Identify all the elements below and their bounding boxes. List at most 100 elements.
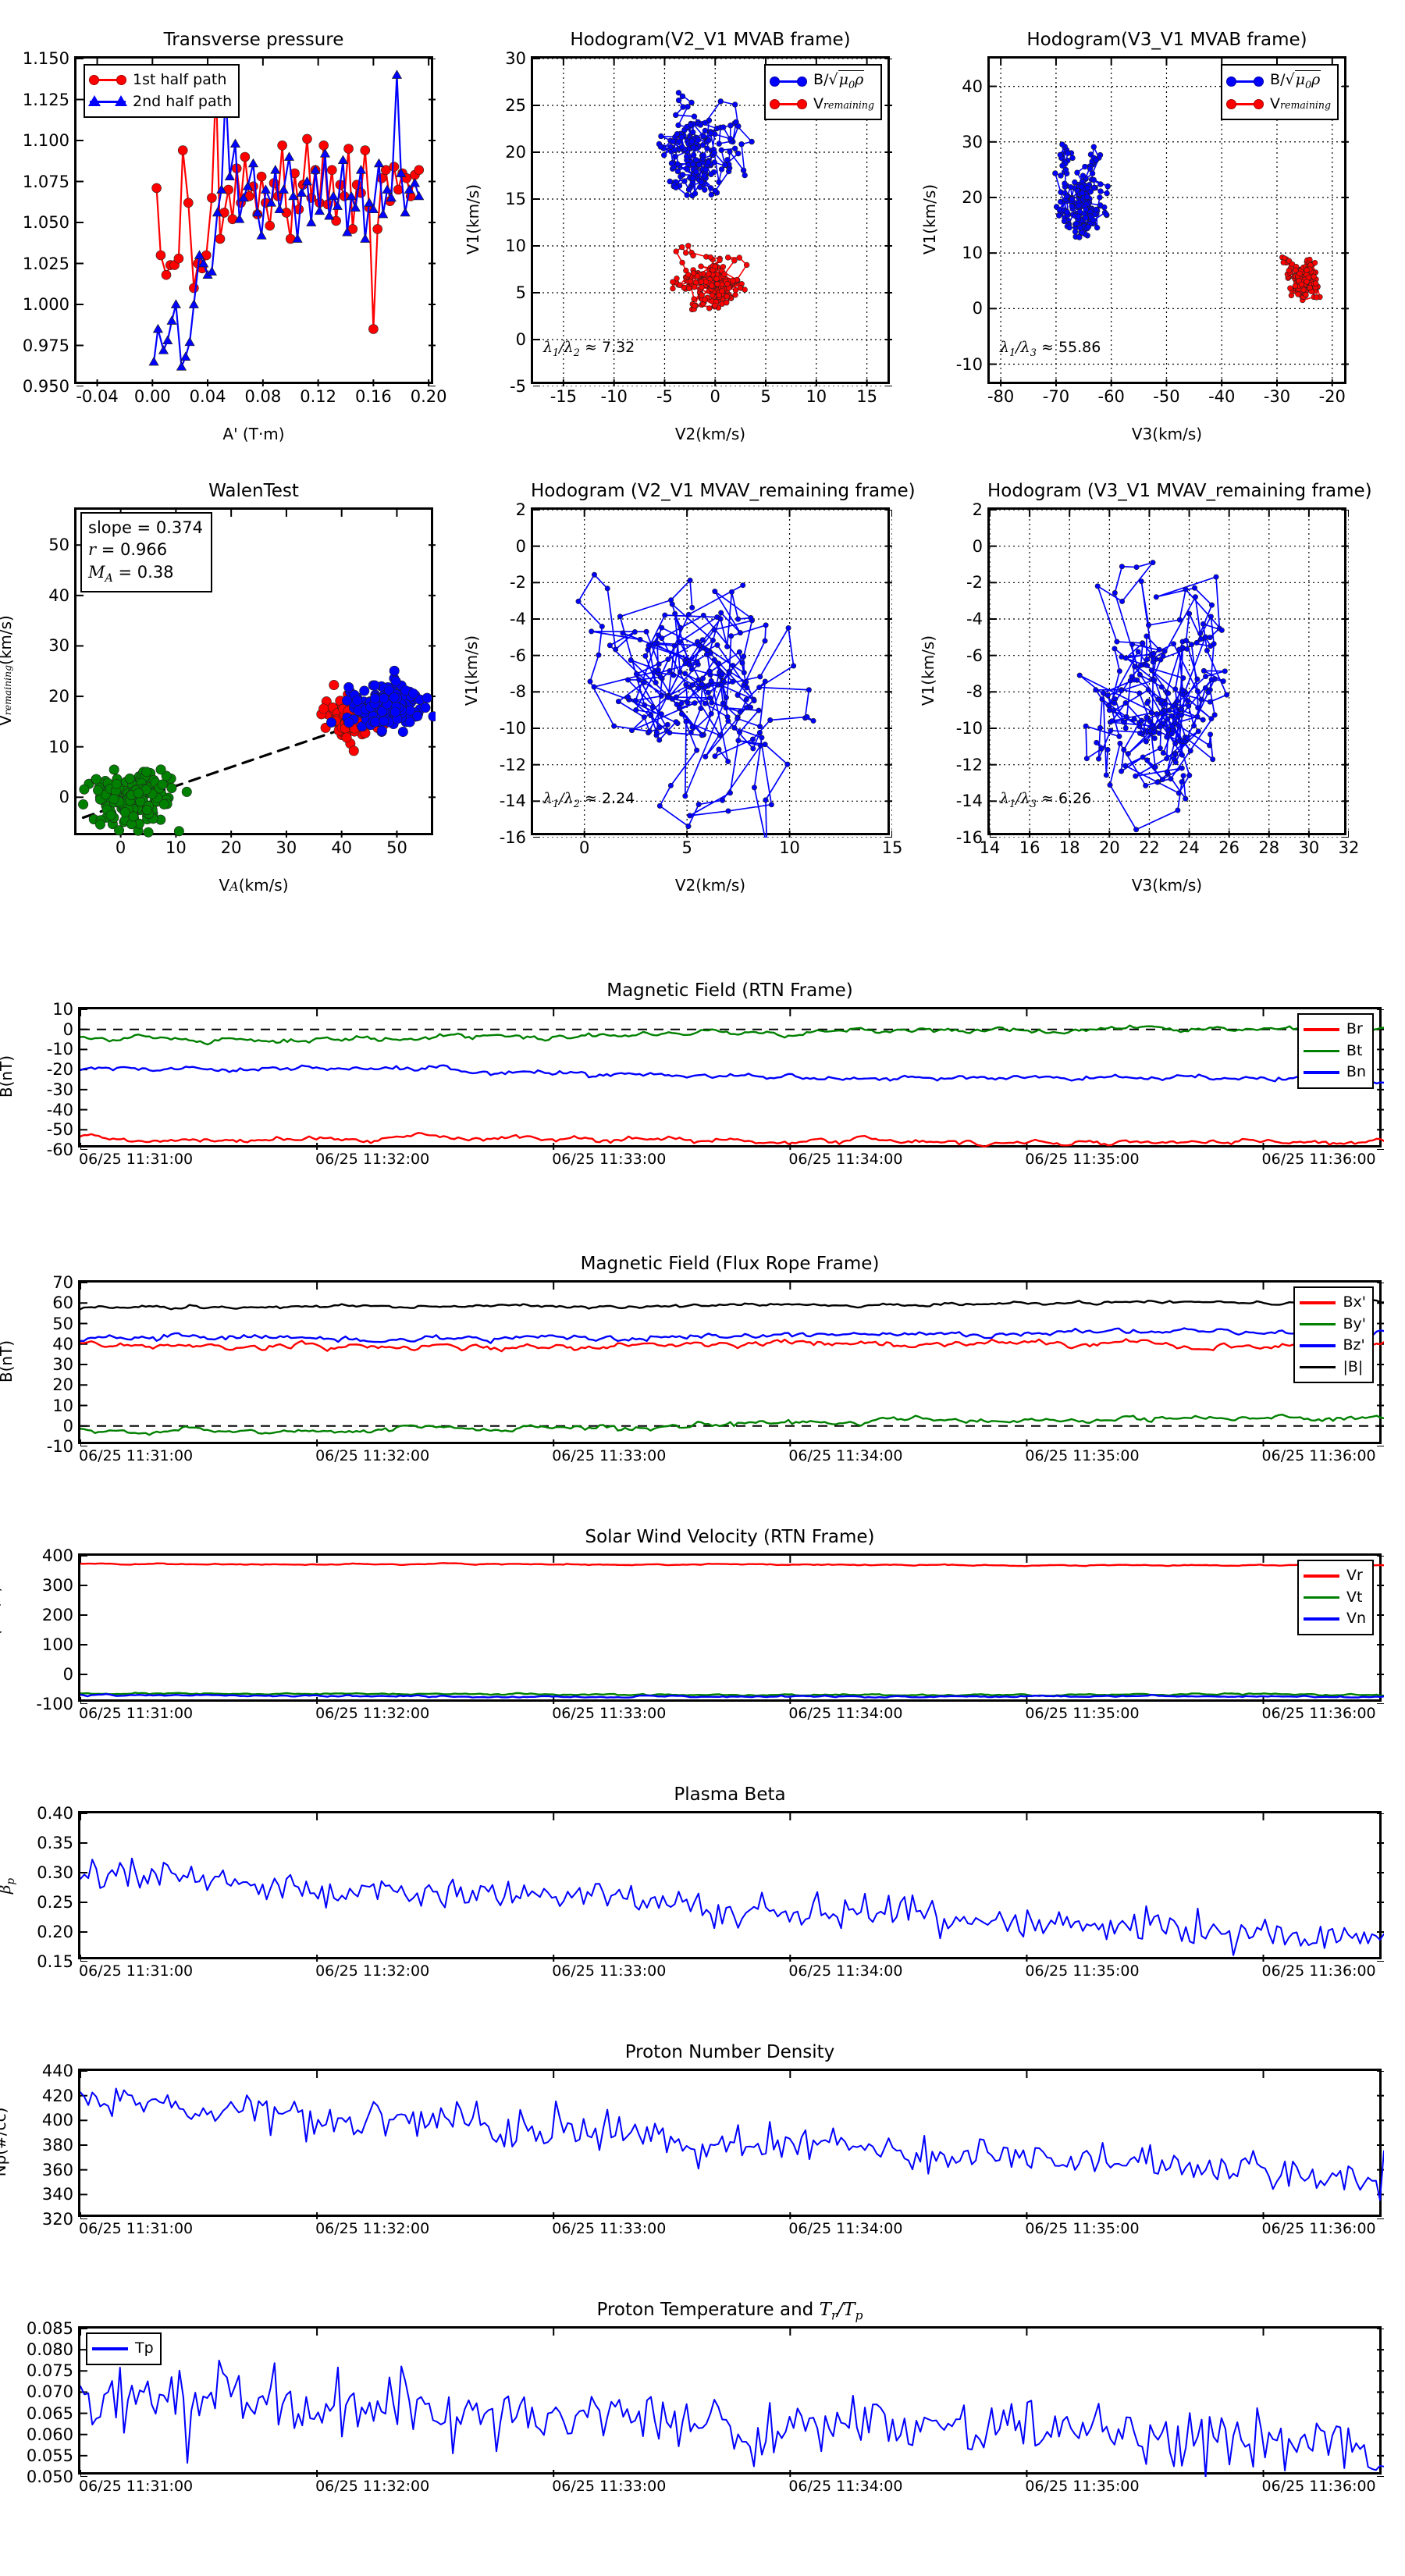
legend-label: Bt xyxy=(1346,1041,1363,1059)
mag-rtn-time-tick: 06/25 11:33:00 xyxy=(552,1151,667,1168)
hodogram-v3v1-mvab-xtick: -40 xyxy=(1208,387,1236,406)
hodogram-v3v1-mvab-panel: Hodogram(V3_V1 MVAB frame) -80 -70 -60 -50 -4… xyxy=(920,30,1349,443)
hodogram-v2v1-mvab-title: Hodogram(V2_V1 MVAB frame) xyxy=(570,30,851,50)
mag-fluxrope-ytick: 10 xyxy=(52,1396,73,1415)
hodogram-v2v1-mvav-xtick: 15 xyxy=(881,838,903,857)
hodogram-v3v1-mvav-ytick: -8 xyxy=(966,682,983,702)
hodogram-v3v1-mvav-ytick: -12 xyxy=(955,755,983,774)
hodogram-v2v1-mvab-xtick: -15 xyxy=(550,387,578,406)
proton-temperature-ytick: 0.055 xyxy=(26,2446,73,2465)
hodogram-v2v1-mvav-xtick: 5 xyxy=(681,838,692,857)
walen-test-xtick: 50 xyxy=(386,838,407,857)
walen-test-xlabel: VA(km/s) xyxy=(219,876,289,895)
proton-temperature-time-tick: 06/25 11:35:00 xyxy=(1025,2478,1140,2495)
hodogram-v3v1-mvav-xtick: 22 xyxy=(1139,838,1160,857)
circle-marker-icon xyxy=(1226,98,1264,109)
mag-fluxrope-ytick: 40 xyxy=(52,1334,73,1354)
hodogram-v3v1-mvav-ytick: -16 xyxy=(955,828,983,847)
line-swatch-icon xyxy=(1300,1340,1336,1351)
mag-rtn-title: Magnetic Field (RTN Frame) xyxy=(606,980,853,1001)
legend-item: B/√μ0ρ xyxy=(770,69,874,94)
line-swatch-icon xyxy=(1303,1571,1339,1582)
walen-test-ytick: 10 xyxy=(48,737,69,756)
mag-fluxrope-ytick: -10 xyxy=(46,1437,73,1456)
hodogram-v3v1-mvab-ylabel: V1(km/s) xyxy=(920,183,939,255)
legend-label: B/√μ0ρ xyxy=(813,70,865,91)
mag-rtn-ytick: -50 xyxy=(46,1120,73,1140)
hodogram-v3v1-mvab-xtick: -60 xyxy=(1097,387,1125,406)
plasma-beta-time-tick: 06/25 11:31:00 xyxy=(79,1962,194,1980)
transverse-pressure-xtick: 0.12 xyxy=(300,387,336,406)
hodogram-v3v1-mvav-title: Hodogram (V3_V1 MVAV_remaining frame) xyxy=(987,481,1372,501)
hodogram-v3v1-mvab-ytick: 10 xyxy=(962,244,983,263)
hodogram-v2v1-mvav-ytick: -6 xyxy=(510,646,526,665)
hodogram-v3v1-mvav-ytick: -6 xyxy=(966,646,983,665)
solar-wind-velocity-legend: Vr Vt Vn xyxy=(1297,1560,1374,1635)
hodogram-v3v1-mvav-xtick: 16 xyxy=(1019,838,1040,857)
circle-marker-icon xyxy=(1226,76,1264,87)
walen-r-value: 0.966 xyxy=(120,540,168,560)
line-swatch-icon xyxy=(1303,1067,1339,1078)
mag-rtn-ytick: -60 xyxy=(46,1140,73,1159)
proton-temperature-time-tick: 06/25 11:33:00 xyxy=(552,2478,667,2495)
mag-fluxrope-time-tick: 06/25 11:36:00 xyxy=(1261,1447,1376,1464)
hodogram-v2v1-mvav-xlabel: V2(km/s) xyxy=(674,876,746,895)
mag-fluxrope-time-tick: 06/25 11:32:00 xyxy=(315,1447,430,1464)
hodogram-v2v1-mvav-ytick: -14 xyxy=(499,792,526,811)
circle-marker-icon xyxy=(89,75,126,86)
legend-label: 2nd half path xyxy=(133,92,233,110)
mag-fluxrope-ytick: 20 xyxy=(52,1375,73,1395)
line-swatch-icon xyxy=(1303,1614,1339,1624)
proton-density-time-tick: 06/25 11:31:00 xyxy=(79,2220,194,2237)
proton-density-ylabel: Np(#/cc) xyxy=(0,2107,9,2177)
mag-rtn-ytick: -10 xyxy=(46,1040,73,1059)
legend-item: 1st half path xyxy=(89,69,232,91)
hodogram-v3v1-mvav-xtick: 26 xyxy=(1218,838,1240,857)
eigen-ratio-value: 2.24 xyxy=(601,790,635,807)
triangle-marker-icon xyxy=(88,95,127,107)
proton-density-ytick: 340 xyxy=(41,2185,73,2204)
hodogram-v2v1-mvab-ytick: 5 xyxy=(515,283,526,302)
transverse-pressure-ytick: 0.975 xyxy=(22,336,69,355)
mag-rtn-panel: Magnetic Field (RTN Frame) -60 -50 -40 -30 -2… xyxy=(0,980,1384,1168)
transverse-pressure-xtick: -0.04 xyxy=(76,387,119,406)
proton-temperature-ytick: 0.085 xyxy=(26,2319,73,2338)
mag-rtn-time-tick: 06/25 11:31:00 xyxy=(79,1151,194,1168)
proton-density-time-tick: 06/25 11:36:00 xyxy=(1261,2220,1376,2237)
hodogram-v3v1-mvav-ytick: 0 xyxy=(972,536,983,556)
hodogram-v2v1-mvav-ytick: -2 xyxy=(510,573,526,592)
hodogram-v3v1-mvav-eigen-annotation: λ1/λ3 ≈ 6.26 xyxy=(1000,790,1092,810)
line-swatch-icon xyxy=(1303,1045,1339,1056)
solar-wind-velocity-time-tick: 06/25 11:32:00 xyxy=(315,1705,430,1722)
hodogram-v2v1-mvab-xlabel: V2(km/s) xyxy=(674,425,746,443)
transverse-pressure-axes: -0.04 0.00 0.04 0.08 0.12 0.16 0.20 0.950 0.975 1… xyxy=(23,49,447,406)
legend-label: B/√μ0ρ xyxy=(1270,70,1321,91)
transverse-pressure-ytick: 1.025 xyxy=(22,254,69,273)
plasma-beta-ytick: 0.35 xyxy=(37,1834,73,1852)
mag-rtn-legend: Br Bt Bn xyxy=(1297,1013,1374,1089)
mag-rtn-ytick: -20 xyxy=(46,1060,73,1080)
transverse-pressure-xtick: 0.04 xyxy=(189,387,226,406)
legend-label: Vt xyxy=(1346,1588,1363,1606)
walen-test-title: WalenTest xyxy=(208,481,299,501)
walen-test-xtick: 0 xyxy=(115,838,126,857)
mag-fluxrope-title: Magnetic Field (Flux Rope Frame) xyxy=(580,1254,880,1274)
hodogram-v3v1-mvav-ytick: -14 xyxy=(955,792,983,811)
proton-density-time-tick: 06/25 11:32:00 xyxy=(315,2220,430,2237)
legend-item: Br xyxy=(1303,1019,1366,1041)
legend-label: Br xyxy=(1346,1020,1363,1037)
hodogram-v2v1-mvav-ytick: 2 xyxy=(515,500,526,519)
hodogram-v3v1-mvav-ytick: -10 xyxy=(955,719,983,738)
plasma-beta-ytick: 0.20 xyxy=(37,1923,73,1941)
walen-ma-value: 0.38 xyxy=(137,562,174,582)
transverse-pressure-ytick: 0.950 xyxy=(22,377,69,396)
hodogram-v3v1-mvab-xtick: -30 xyxy=(1263,387,1291,406)
hodogram-v3v1-mvab-title: Hodogram(V3_V1 MVAB frame) xyxy=(1026,30,1307,50)
legend-label: Bz' xyxy=(1343,1336,1365,1354)
legend-item: B/√μ0ρ xyxy=(1226,69,1331,94)
mag-rtn-time-tick: 06/25 11:35:00 xyxy=(1025,1151,1140,1168)
legend-item: Vr xyxy=(1303,1565,1366,1587)
walen-ma: MA = 0.38 xyxy=(88,562,174,585)
legend-item: |B| xyxy=(1300,1357,1366,1379)
